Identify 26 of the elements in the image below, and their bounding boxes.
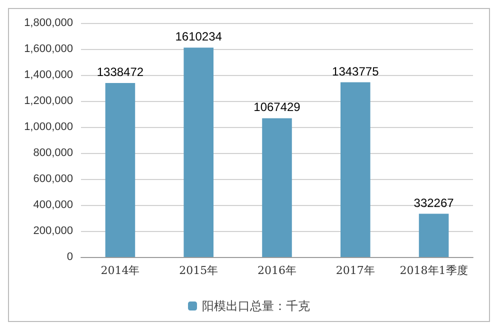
legend-label: 阳模出口总量：千克	[202, 299, 310, 313]
y-tick-label: 400,000	[33, 199, 73, 211]
y-tick-label: 1,200,000	[24, 95, 73, 107]
data-label: 1610234	[175, 30, 222, 44]
data-label: 1067429	[254, 100, 301, 114]
y-tick-label: 1,400,000	[24, 69, 73, 81]
y-tick-label: 1,000,000	[24, 121, 73, 133]
bar	[105, 83, 136, 257]
y-tick-label: 1,800,000	[24, 17, 73, 29]
x-tick-label: 2017年	[336, 264, 375, 277]
x-tick-label: 2018年1季度	[400, 264, 468, 277]
data-label: 332267	[414, 196, 454, 210]
bar	[262, 118, 292, 257]
bar	[184, 48, 214, 257]
y-tick-label: 600,000	[33, 173, 73, 185]
y-tick-label: 0	[66, 251, 73, 263]
data-label: 1338472	[96, 65, 144, 79]
y-tick-label: 200,000	[33, 225, 73, 237]
y-tick-label: 800,000	[33, 147, 73, 159]
x-tick-label: 2016年	[258, 264, 296, 277]
bar	[418, 214, 449, 257]
x-tick-label: 2014年	[100, 264, 140, 277]
data-label: 1343775	[332, 64, 380, 78]
y-tick-label: 1,600,000	[24, 43, 73, 55]
bar	[340, 82, 370, 257]
x-tick-label: 2015年	[179, 264, 218, 277]
